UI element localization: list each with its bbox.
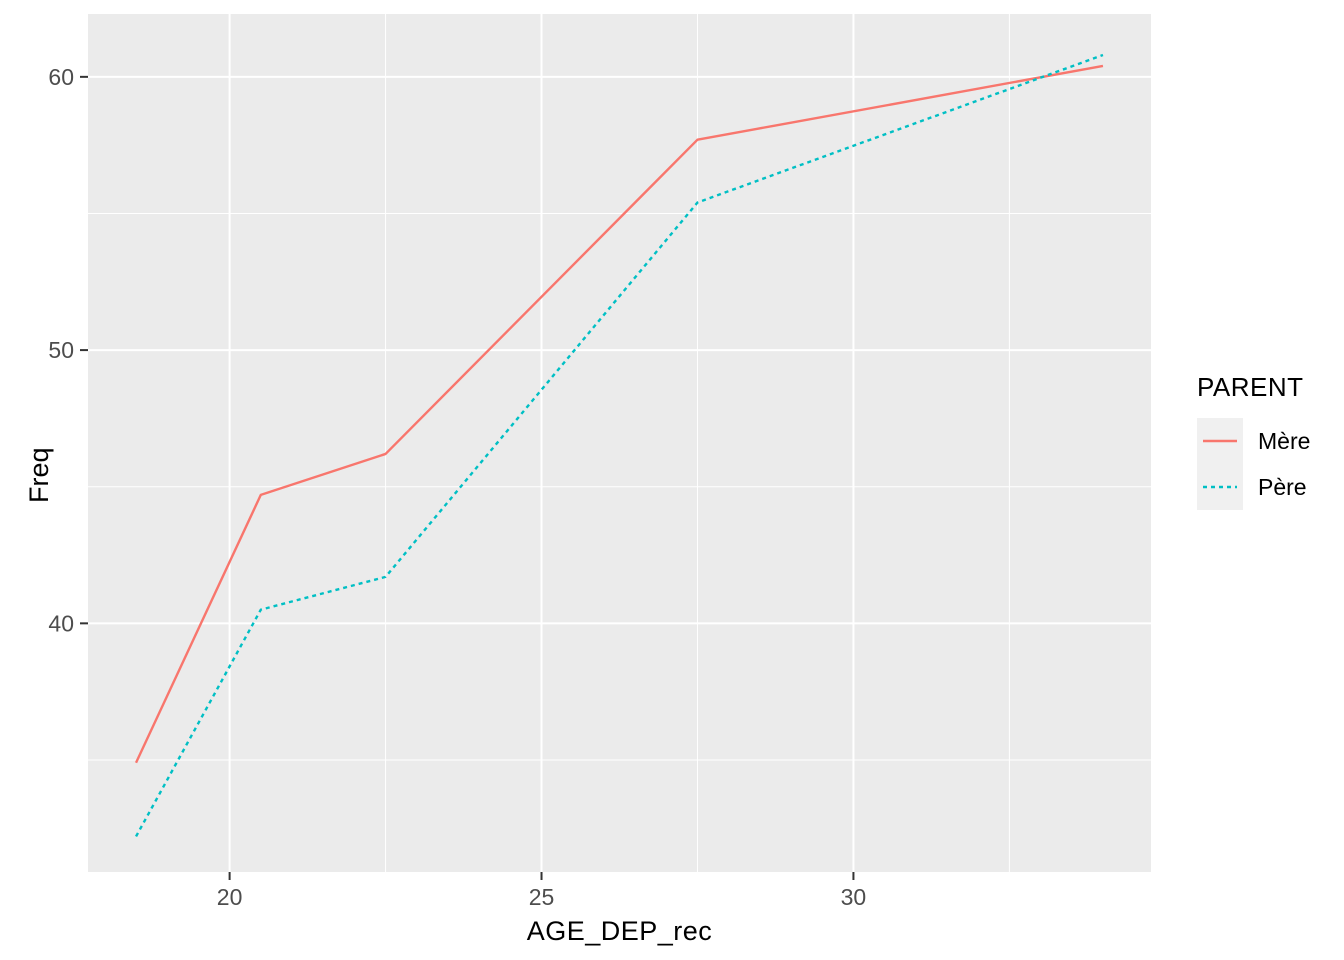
y-tick-label: 50 (48, 337, 74, 363)
legend: PARENT Mère Père (1197, 372, 1344, 510)
y-tick-label: 60 (48, 64, 74, 90)
y-tick-label: 40 (48, 610, 74, 636)
legend-item-pere: Père (1197, 464, 1344, 510)
series-line-1 (134, 53, 1104, 838)
x-tick-label: 25 (529, 884, 555, 910)
y-axis-title-text: Freq (24, 447, 54, 503)
legend-title: PARENT (1197, 372, 1304, 402)
legend-key-mere (1197, 418, 1243, 464)
x-axis-title: AGE_DEP_rec (526, 916, 713, 946)
legend-label-pere: Père (1258, 473, 1307, 500)
x-tick-label: 20 (217, 884, 243, 910)
x-tick-label: 30 (841, 884, 867, 910)
legend-item-mere: Mère (1197, 418, 1344, 464)
panel-background (88, 14, 1151, 872)
series-line-0 (134, 64, 1104, 764)
legend-label-mere: Mère (1258, 427, 1311, 454)
legend-key-pere (1197, 464, 1243, 510)
